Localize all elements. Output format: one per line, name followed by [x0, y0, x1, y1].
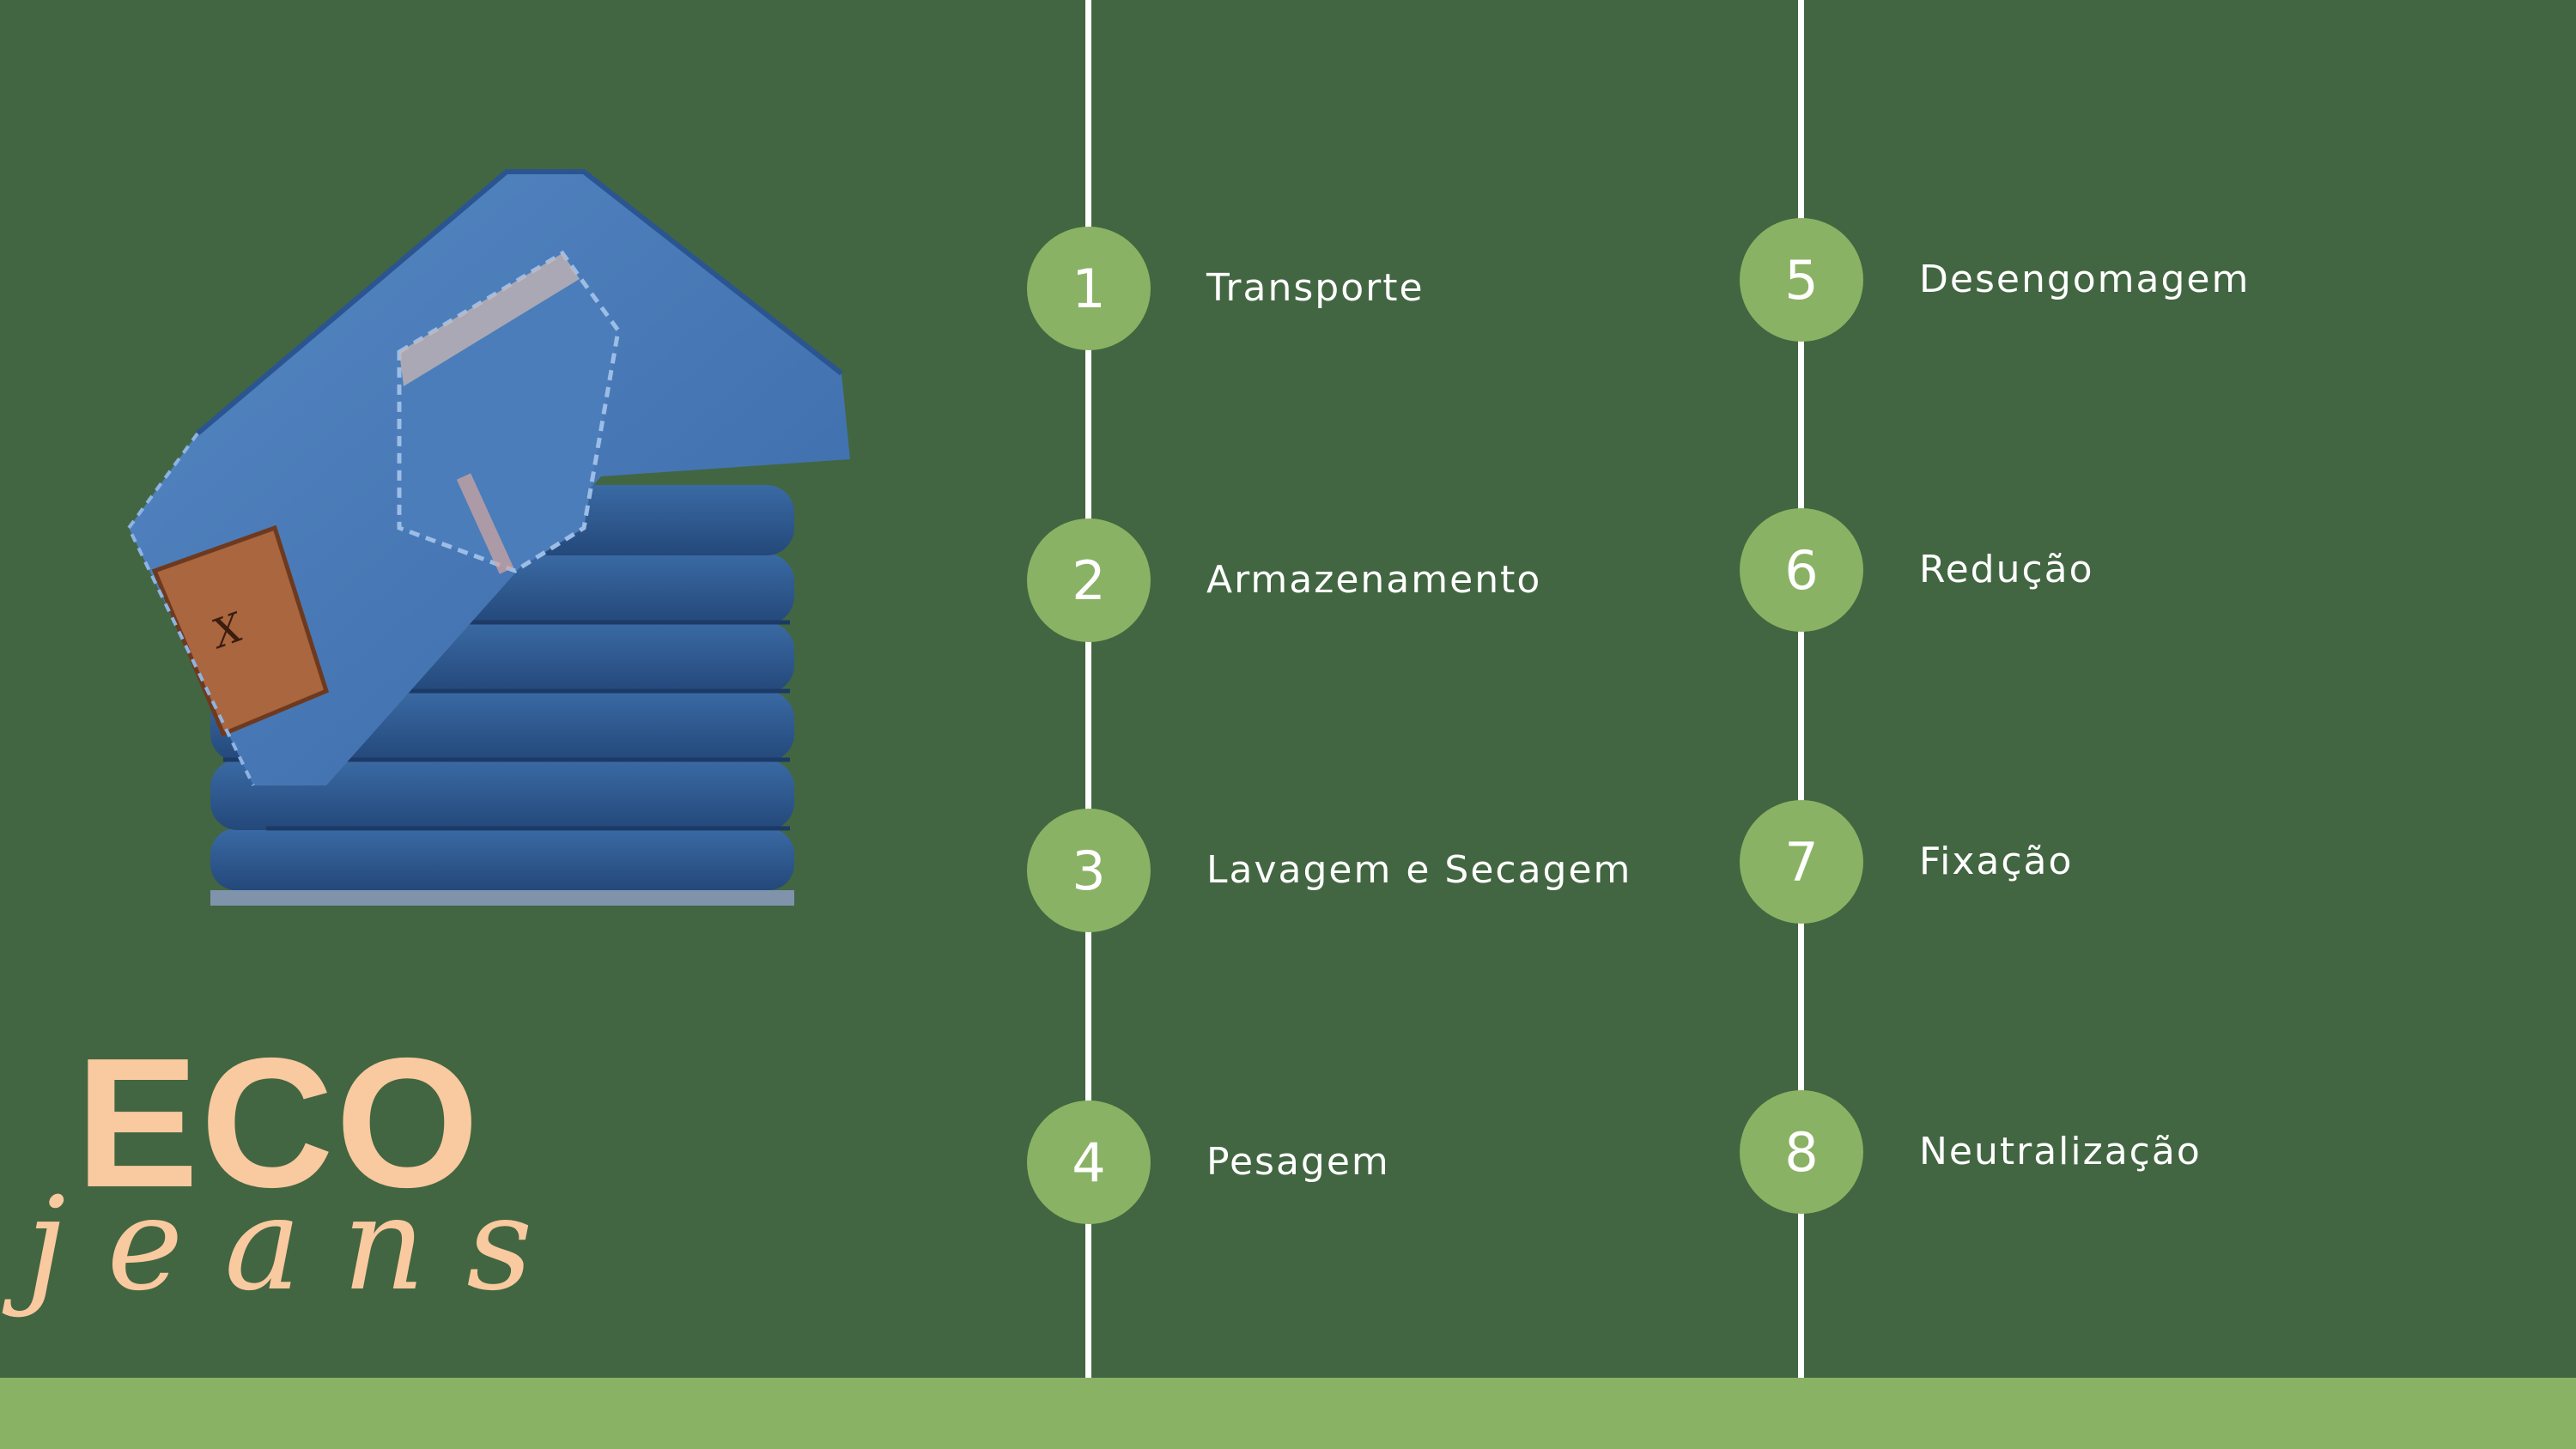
step-2-circle: 2 — [1027, 518, 1151, 642]
timeline-line-left — [1085, 0, 1091, 1378]
step-5-label: Desengomagem — [1919, 258, 2251, 301]
step-7-label: Fixação — [1919, 840, 2074, 883]
step-7-circle: 7 — [1740, 800, 1863, 924]
step-4-label: Pesagem — [1206, 1140, 1390, 1184]
step-5-circle: 5 — [1740, 218, 1863, 342]
step-3-label: Lavagem e Secagem — [1206, 848, 1632, 892]
step-6-circle: 6 — [1740, 508, 1863, 632]
folded-jeans-illustration: X — [126, 169, 850, 906]
step-1-label: Transporte — [1206, 266, 1425, 310]
step-1-circle: 1 — [1027, 227, 1151, 350]
timeline-line-right — [1798, 0, 1804, 1378]
step-8-circle: 8 — [1740, 1090, 1863, 1214]
step-3-circle: 3 — [1027, 809, 1151, 932]
top-folded-jean: X — [126, 169, 850, 786]
brand-jeans-script: jeans — [26, 1170, 574, 1319]
step-6-label: Redução — [1919, 548, 2094, 591]
step-2-label: Armazenamento — [1206, 558, 1542, 602]
step-4-circle: 4 — [1027, 1100, 1151, 1224]
brand-eco-title: ECO — [76, 1019, 481, 1226]
step-8-label: Neutralização — [1919, 1130, 2202, 1173]
footer-band — [0, 1378, 2576, 1449]
